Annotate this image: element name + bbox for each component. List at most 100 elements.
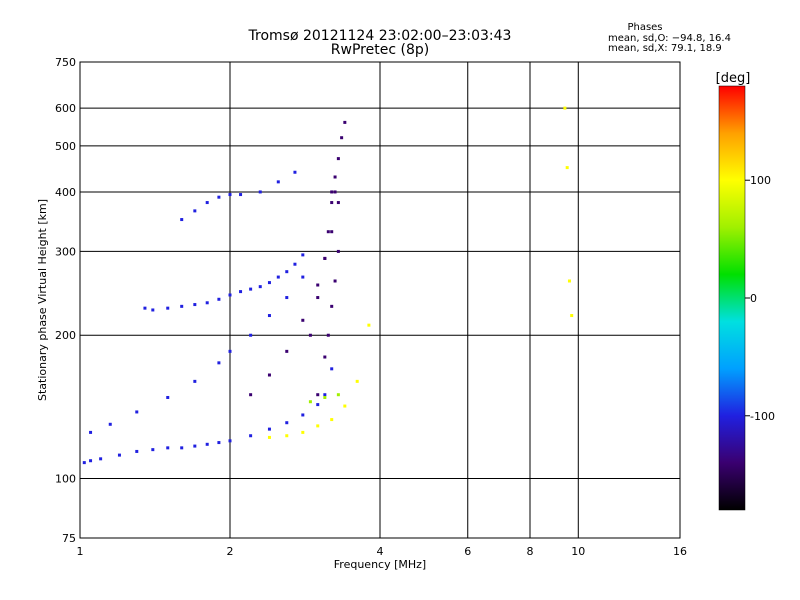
x-tick-label: 2 (227, 545, 234, 558)
data-point (151, 308, 155, 312)
data-point (316, 393, 320, 397)
data-point (330, 230, 334, 234)
data-point (323, 256, 327, 260)
data-point (301, 275, 305, 279)
y-tick-label: 750 (55, 56, 76, 69)
data-point (180, 304, 184, 308)
data-point (323, 395, 327, 399)
data-point (166, 446, 170, 450)
data-point (249, 287, 253, 291)
data-point (89, 430, 93, 434)
data-point (228, 193, 232, 197)
data-point (217, 361, 221, 365)
data-point (228, 293, 232, 297)
data-point (565, 166, 569, 170)
data-point (276, 275, 280, 279)
data-point (276, 180, 280, 184)
data-point (323, 355, 327, 359)
data-point (166, 395, 170, 399)
data-point (99, 457, 103, 461)
data-point (343, 404, 347, 408)
data-point (108, 422, 112, 426)
stats-line-o: mean, sd,O: −94.8, 16.4 (608, 33, 731, 44)
x-axis-ticks: 1 2 4 6 8 10 16 (77, 545, 688, 558)
data-point (258, 285, 262, 289)
data-point (333, 279, 337, 283)
data-point (293, 170, 297, 174)
chart-subtitle: RwPretec (8p) (331, 42, 429, 58)
plot-frame (79, 61, 681, 539)
data-point (567, 279, 571, 283)
data-point (180, 446, 184, 450)
colorbar-tick-label: -100 (750, 410, 775, 423)
data-point (308, 333, 312, 337)
data-point (228, 349, 232, 353)
y-axis-label: Stationary phase Virtual Height [km] (36, 199, 49, 401)
data-point (301, 430, 305, 434)
data-point (333, 190, 337, 194)
colorbar-label: [deg] (716, 71, 751, 86)
stats-line-x: mean, sd,X: 79.1, 18.9 (608, 43, 722, 54)
data-point (316, 424, 320, 428)
colorbar (718, 85, 746, 511)
y-tick-label: 75 (62, 532, 76, 545)
data-point (239, 290, 243, 294)
x-tick-label: 16 (673, 545, 687, 558)
data-point (285, 421, 289, 425)
data-point (367, 323, 371, 327)
data-point (151, 448, 155, 452)
data-point (267, 314, 271, 318)
data-points (82, 106, 574, 465)
data-point (267, 435, 271, 439)
data-point (330, 190, 334, 194)
y-tick-label: 400 (55, 186, 76, 199)
data-point (343, 120, 347, 124)
data-point (205, 201, 209, 205)
y-tick-label: 500 (55, 140, 76, 153)
data-point (326, 230, 330, 234)
data-point (193, 379, 197, 383)
data-point (326, 333, 330, 337)
data-point (330, 201, 334, 205)
data-point (166, 306, 170, 310)
data-point (333, 175, 337, 179)
data-point (135, 410, 139, 414)
data-point (135, 449, 139, 453)
data-point (193, 209, 197, 213)
grid (80, 62, 680, 538)
y-tick-label: 600 (55, 102, 76, 115)
x-tick-label: 4 (377, 545, 384, 558)
x-tick-label: 6 (464, 545, 471, 558)
data-point (143, 306, 147, 310)
data-point (193, 444, 197, 448)
data-point (249, 333, 253, 337)
data-point (239, 193, 243, 197)
data-point (267, 427, 271, 431)
x-tick-label: 10 (571, 545, 585, 558)
data-point (193, 303, 197, 307)
data-point (89, 459, 93, 463)
data-point (205, 442, 209, 446)
colorbar-tick-label: 100 (750, 174, 771, 187)
x-tick-label: 8 (527, 545, 534, 558)
data-point (180, 218, 184, 222)
data-point (117, 453, 121, 457)
data-point (301, 253, 305, 257)
data-point (205, 301, 209, 305)
data-point (330, 367, 334, 371)
chart-title: Tromsø 20121124 23:02:00–23:03:43 (248, 28, 512, 44)
data-point (217, 441, 221, 445)
data-point (258, 190, 262, 194)
colorbar-tick-label: 0 (750, 292, 757, 305)
data-point (340, 136, 344, 140)
y-tick-label: 300 (55, 245, 76, 258)
data-point (82, 461, 86, 465)
data-point (267, 373, 271, 377)
data-point (301, 413, 305, 417)
y-tick-label: 200 (55, 329, 76, 342)
data-point (308, 400, 312, 404)
data-point (285, 270, 289, 274)
data-point (228, 439, 232, 443)
data-point (249, 393, 253, 397)
